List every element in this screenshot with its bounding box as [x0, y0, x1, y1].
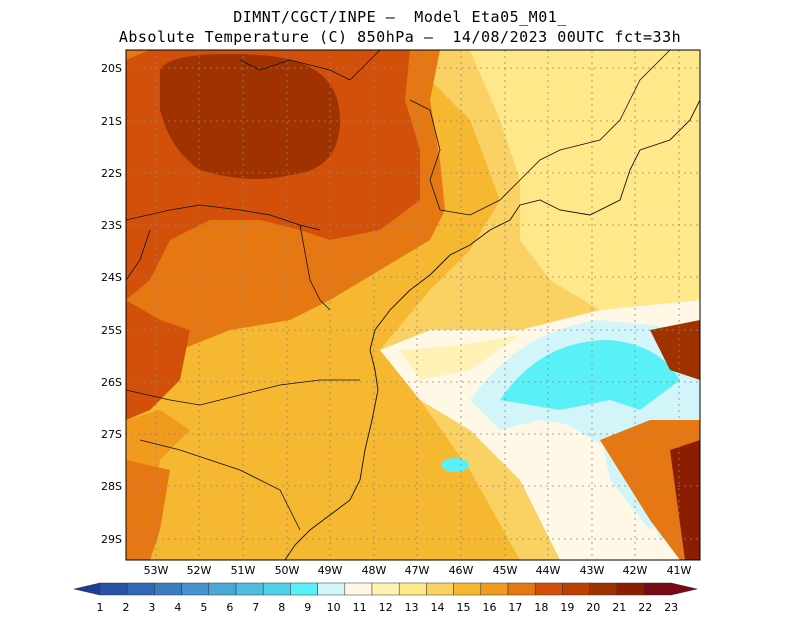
- colorbar-label: 6: [226, 601, 233, 614]
- lat-label: 24S: [101, 271, 122, 284]
- lon-label: 50W: [275, 564, 300, 577]
- colorbar-label: 2: [122, 601, 129, 614]
- lon-label: 43W: [580, 564, 605, 577]
- colorbar-label: 13: [405, 601, 419, 614]
- colorbar-label: 12: [379, 601, 393, 614]
- lon-label: 44W: [536, 564, 561, 577]
- colorbar-swatch: [589, 582, 618, 596]
- colorbar-label: 18: [534, 601, 548, 614]
- colorbar-swatch: [426, 582, 454, 596]
- lon-label: 52W: [187, 564, 212, 577]
- colorbar-label: 22: [638, 601, 652, 614]
- colorbar-swatch: [290, 582, 318, 596]
- colorbar-label: 7: [252, 601, 259, 614]
- lat-label: 22S: [101, 167, 122, 180]
- lat-label: 26S: [101, 376, 122, 389]
- colorbar-label: 5: [200, 601, 207, 614]
- colorbar-swatch: [453, 582, 482, 596]
- colorbar-swatch: [643, 582, 672, 596]
- lon-label: 42W: [623, 564, 648, 577]
- lon-label: 48W: [362, 564, 387, 577]
- longitude-labels: 53W 52W 51W 50W 49W 48W 47W 46W 45W 44W …: [144, 564, 692, 577]
- grid-lines: [126, 50, 700, 560]
- colorbar-swatch: [317, 582, 346, 596]
- colorbar-label: 17: [508, 601, 522, 614]
- colorbar-swatch: [262, 582, 291, 596]
- colorbar-label: 23: [664, 601, 678, 614]
- colorbar-swatch: [99, 582, 128, 596]
- colorbar-swatch: [126, 582, 155, 596]
- lat-label: 27S: [101, 428, 122, 441]
- colorbar-swatch: [480, 582, 509, 596]
- colorbar-label: 8: [278, 601, 285, 614]
- colorbar-label: 19: [560, 601, 574, 614]
- colorbar-labels: 1 2 3 4 5 6 7 8 9 10 11 12 13 14 15 16 17 18 19 20 21 22 23: [97, 601, 679, 614]
- colorbar-swatch: [235, 582, 264, 596]
- lat-label: 29S: [101, 533, 122, 546]
- colorbar-swatch: [562, 582, 590, 596]
- colorbar: [73, 582, 698, 596]
- colorbar-swatch: [208, 582, 237, 596]
- colorbar-swatch: [534, 582, 563, 596]
- colorbar-swatch: [344, 582, 373, 596]
- lat-label: 21S: [101, 115, 122, 128]
- colorbar-label: 21: [612, 601, 626, 614]
- colorbar-label: 3: [148, 601, 155, 614]
- lon-label: 45W: [493, 564, 518, 577]
- colorbar-label: 11: [353, 601, 367, 614]
- colorbar-label: 10: [327, 601, 341, 614]
- title-line-1: DIMNT/CGCT/INPE – Model Eta05_M01_: [233, 8, 567, 26]
- colorbar-swatch: [616, 582, 645, 596]
- colorbar-swatch: [181, 582, 210, 596]
- colorbar-label: 4: [174, 601, 181, 614]
- colorbar-swatch: [371, 582, 400, 596]
- lon-label: 53W: [144, 564, 169, 577]
- colorbar-swatch: [154, 582, 182, 596]
- coastline: [284, 99, 700, 560]
- colorbar-label: 9: [304, 601, 311, 614]
- colorbar-right-arrow: [670, 582, 698, 596]
- latitude-labels: 20S 21S 22S 23S 24S 25S 26S 27S 28S 29S: [101, 62, 122, 546]
- map-frame: [125, 49, 701, 561]
- lon-label: 41W: [667, 564, 692, 577]
- colorbar-label: 16: [482, 601, 496, 614]
- colorbar-label: 1: [97, 601, 104, 614]
- lat-label: 20S: [101, 62, 122, 75]
- lon-label: 46W: [449, 564, 474, 577]
- lat-label: 28S: [101, 480, 122, 493]
- colorbar-swatch: [507, 582, 536, 596]
- lon-label: 51W: [231, 564, 256, 577]
- lon-label: 49W: [318, 564, 343, 577]
- colorbar-label: 14: [431, 601, 445, 614]
- title-line-2: Absolute Temperature (C) 850hPa – 14/08/…: [118, 28, 682, 46]
- lon-label: 47W: [405, 564, 430, 577]
- lat-label: 23S: [101, 219, 122, 232]
- temperature-field: [126, 50, 700, 560]
- colorbar-label: 20: [586, 601, 600, 614]
- lat-label: 25S: [101, 324, 122, 337]
- state-borders: [126, 50, 671, 531]
- colorbar-left-arrow: [73, 582, 101, 596]
- colorbar-swatch: [398, 582, 427, 596]
- colorbar-label: 15: [456, 601, 470, 614]
